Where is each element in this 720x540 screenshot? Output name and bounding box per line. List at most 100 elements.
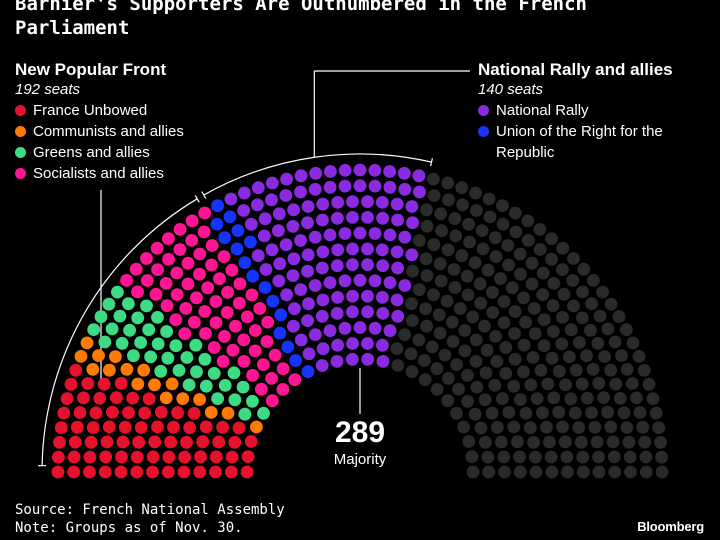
- seat-dot: [528, 327, 542, 340]
- seat-dot: [161, 351, 175, 365]
- seat-dot: [211, 392, 225, 405]
- seat-dot: [232, 296, 246, 310]
- majority-label: Majority: [333, 451, 387, 468]
- seat-dot: [169, 339, 183, 353]
- seat-dot: [587, 274, 600, 287]
- seat-dot: [84, 435, 98, 449]
- seat-dot: [273, 326, 287, 340]
- seat-dot: [102, 420, 116, 434]
- seat-dot: [228, 393, 242, 407]
- legend-item-greens: Greens and allies: [15, 142, 184, 163]
- seat-dot: [461, 288, 475, 302]
- seat-dot: [637, 363, 651, 377]
- seat-dot: [170, 288, 184, 301]
- seat-dot: [481, 450, 495, 464]
- seat-dot: [572, 421, 586, 434]
- seat-dot: [238, 256, 252, 269]
- seat-dot: [496, 217, 510, 231]
- seat-dot: [205, 239, 219, 252]
- seat-dot: [489, 330, 502, 343]
- seat-dot: [94, 310, 108, 324]
- seat-dot: [608, 465, 622, 479]
- seat-dot: [323, 180, 337, 194]
- seat-dot: [220, 306, 234, 319]
- seat-dot: [246, 368, 259, 382]
- seat-dot: [245, 288, 259, 302]
- seat-dot: [162, 232, 175, 246]
- seat-dot: [517, 291, 530, 305]
- seat-dot: [537, 339, 551, 353]
- seat-dot: [434, 207, 448, 221]
- seat-dot: [97, 377, 111, 391]
- seat-dot: [543, 435, 556, 449]
- seat-dot: [227, 366, 241, 380]
- seat-dot: [521, 234, 535, 247]
- seat-dot: [258, 212, 272, 226]
- seat-dot: [457, 420, 470, 434]
- seat-dot: [178, 327, 192, 340]
- seat-dot: [183, 421, 197, 435]
- seat-dot: [585, 297, 598, 311]
- bracket-national-rally-tick: [201, 191, 207, 199]
- legend-item-union-right: Union of the Right for the Republic: [478, 121, 666, 163]
- seat-dot: [606, 435, 620, 449]
- seat-dot: [639, 465, 653, 479]
- seat-dot: [430, 383, 444, 396]
- seat-dot: [556, 241, 570, 255]
- seat-dot: [481, 263, 495, 277]
- seat-dot: [105, 322, 119, 336]
- seat-dot: [68, 435, 82, 449]
- seat-dot: [113, 309, 127, 323]
- seat-dot: [86, 363, 100, 376]
- seat-dot: [406, 314, 419, 327]
- seat-dot: [527, 435, 540, 449]
- seat-dot: [547, 391, 561, 405]
- seat-dot: [338, 164, 352, 177]
- seat-dot: [560, 450, 574, 464]
- seat-dot: [251, 198, 264, 212]
- seat-dot: [427, 189, 441, 202]
- seat-dot: [253, 302, 267, 315]
- seat-dot: [244, 435, 258, 448]
- legend-swatch: [15, 168, 26, 179]
- seat-dot: [445, 315, 459, 329]
- seat-dot: [591, 336, 605, 350]
- seat-dot: [146, 450, 160, 464]
- seat-dot: [545, 252, 558, 266]
- seat-dot: [258, 281, 272, 294]
- seat-dot: [140, 274, 154, 287]
- seat-dot: [405, 297, 418, 311]
- bloomberg-logo: Bloomberg: [637, 519, 704, 534]
- seat-dot: [51, 465, 65, 479]
- seat-dot: [281, 340, 295, 354]
- seat-dot: [489, 250, 503, 263]
- seat-dot: [552, 364, 566, 378]
- seat-dot: [588, 420, 602, 434]
- seat-dot: [98, 465, 112, 479]
- seat-dot: [309, 166, 323, 180]
- seat-dot: [209, 465, 222, 479]
- seat-dot: [159, 391, 173, 405]
- majority-value: 289: [334, 416, 386, 449]
- seat-dot: [213, 272, 226, 285]
- seat-dot: [452, 382, 465, 396]
- seat-dot: [376, 211, 389, 225]
- seat-dot: [259, 263, 273, 276]
- seat-dot: [482, 465, 496, 479]
- seat-dot: [185, 214, 199, 228]
- seat-dot: [116, 435, 130, 449]
- seat-dot: [149, 287, 163, 301]
- seat-dot: [248, 324, 262, 337]
- seat-dot: [276, 362, 290, 376]
- seat-dot: [346, 211, 359, 224]
- seat-dot: [494, 272, 507, 285]
- seat-dot: [569, 363, 583, 377]
- seat-dot: [556, 420, 569, 434]
- seat-dot: [257, 229, 271, 243]
- seat-dot: [224, 465, 238, 479]
- seat-dot: [530, 392, 544, 405]
- seat-dot: [272, 207, 286, 221]
- seat-dot: [131, 285, 144, 299]
- seat-dot: [540, 420, 553, 434]
